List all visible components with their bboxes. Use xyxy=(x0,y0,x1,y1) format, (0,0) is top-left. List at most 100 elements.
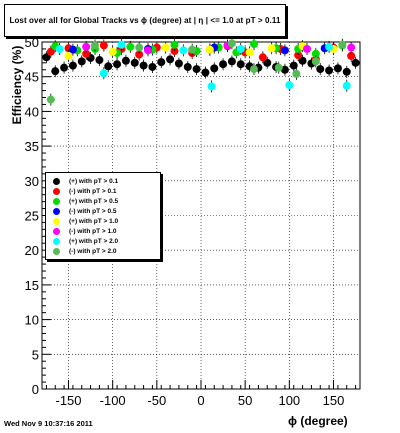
data-point xyxy=(121,56,130,65)
legend-label: (+) with pT > 0.5 xyxy=(69,197,119,205)
data-point xyxy=(117,40,126,49)
legend-label: (-) with pT > 0.5 xyxy=(69,207,117,215)
legend-marker xyxy=(53,247,60,255)
legend: (+) with pT > 0.1 (-) with pT > 0.1 (+) wi… xyxy=(45,172,161,260)
data-point xyxy=(108,47,117,56)
footer-timestamp: Wed Nov 9 10:37:16 2011 xyxy=(4,419,93,428)
data-point xyxy=(245,48,254,57)
x-tick-label: 50 xyxy=(238,393,252,408)
data-point xyxy=(342,81,351,90)
x-tick-label: 100 xyxy=(278,393,300,408)
data-point xyxy=(333,64,342,73)
legend-marker xyxy=(53,207,60,215)
data-point xyxy=(126,42,135,51)
legend-entry: (+) with pT > 0.1 xyxy=(46,176,160,186)
data-point xyxy=(166,55,175,64)
data-point xyxy=(292,69,301,78)
data-point xyxy=(263,58,272,67)
x-tick-label: -50 xyxy=(147,393,166,408)
data-point xyxy=(303,44,311,53)
data-point xyxy=(219,60,228,69)
data-point xyxy=(46,47,55,56)
data-point xyxy=(68,61,77,70)
data-point xyxy=(135,50,144,59)
data-point xyxy=(42,53,51,62)
data-point xyxy=(170,40,179,49)
data-point xyxy=(139,61,148,70)
data-point xyxy=(135,43,144,52)
data-point xyxy=(347,43,356,52)
data-point xyxy=(250,40,258,49)
data-point xyxy=(157,58,166,67)
legend-entry: (-) with pT > 0.5 xyxy=(46,206,160,216)
data-point xyxy=(236,60,245,69)
data-point xyxy=(351,58,360,67)
legend-marker xyxy=(53,197,60,205)
legend-marker xyxy=(53,237,60,245)
data-point xyxy=(294,51,303,60)
data-point xyxy=(347,51,356,60)
data-point xyxy=(316,65,325,74)
data-point xyxy=(99,69,108,78)
data-point xyxy=(60,63,69,72)
legend-marker xyxy=(53,177,60,185)
data-point xyxy=(51,67,60,76)
data-point xyxy=(144,46,152,55)
y-tick-label: 35 xyxy=(25,139,39,154)
chart-title: Lost over all for Global Tracks vs ϕ (de… xyxy=(9,16,281,25)
data-point xyxy=(82,42,91,51)
legend-marker xyxy=(53,227,60,235)
data-point xyxy=(201,68,210,77)
data-point xyxy=(77,57,86,66)
data-point xyxy=(289,61,298,70)
y-axis-label: Efficiency (%) xyxy=(10,45,24,125)
y-tick-label: 15 xyxy=(25,278,39,293)
data-point xyxy=(174,59,183,68)
y-tick-label: 5 xyxy=(32,347,39,362)
legend-entry: (-) with pT > 0.1 xyxy=(46,186,160,196)
chart-title-box: Lost over all for Global Tracks vs ϕ (de… xyxy=(4,4,286,37)
y-tick-label: 40 xyxy=(25,104,39,119)
y-tick-label: 10 xyxy=(25,313,39,328)
y-tick-label: 20 xyxy=(25,243,39,258)
data-point xyxy=(179,46,188,55)
data-point xyxy=(68,45,77,54)
data-point xyxy=(311,49,320,58)
data-point xyxy=(64,51,73,60)
data-point xyxy=(236,44,245,53)
data-point xyxy=(207,82,216,91)
data-point xyxy=(227,39,236,48)
data-point xyxy=(55,44,64,53)
data-point xyxy=(325,66,334,75)
legend-entry: (+) with pT > 0.5 xyxy=(46,196,160,206)
legend-entry: (+) with pT > 1.0 xyxy=(46,216,160,226)
data-point xyxy=(280,65,289,74)
data-point xyxy=(104,62,113,71)
legend-label: (+) with pT > 2.0 xyxy=(69,237,119,245)
y-tick-label: 0 xyxy=(32,382,39,397)
x-tick-label: 0 xyxy=(197,393,204,408)
legend-marker xyxy=(53,217,60,225)
data-point xyxy=(298,56,307,65)
data-point xyxy=(46,95,55,104)
x-tick-label: -100 xyxy=(100,393,126,408)
data-point xyxy=(170,47,179,56)
data-point xyxy=(192,65,201,74)
data-point xyxy=(99,41,108,50)
data-point xyxy=(130,58,139,67)
y-tick-label: 50 xyxy=(25,35,39,50)
y-tick-label: 25 xyxy=(25,209,39,224)
data-point xyxy=(113,60,122,69)
data-point xyxy=(210,64,219,73)
data-point xyxy=(188,45,197,54)
data-point xyxy=(95,56,104,65)
data-point xyxy=(311,57,320,66)
data-point xyxy=(183,62,192,71)
data-point xyxy=(148,62,157,71)
data-point xyxy=(227,57,236,66)
x-axis-label: ϕ (degree) xyxy=(288,414,348,428)
data-point xyxy=(161,43,170,52)
y-tick-label: 45 xyxy=(25,70,39,85)
legend-label: (-) with pT > 1.0 xyxy=(69,227,117,235)
data-point xyxy=(342,67,351,76)
